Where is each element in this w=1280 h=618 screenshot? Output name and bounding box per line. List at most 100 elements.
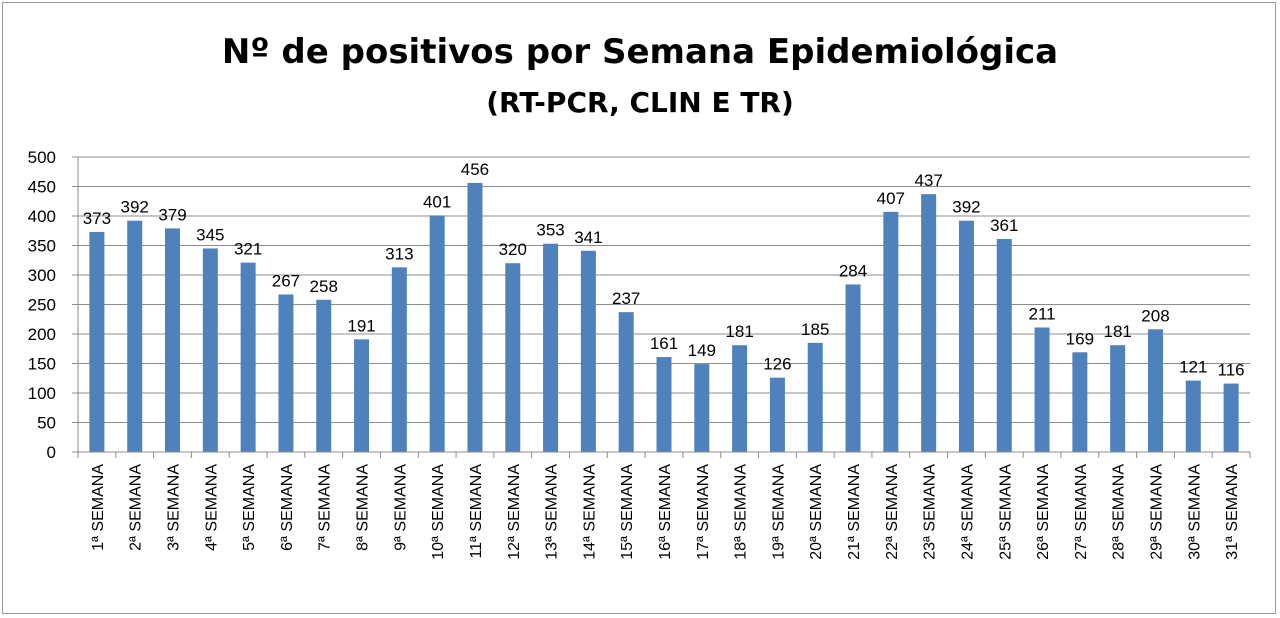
category-label: 19ª SEMANA	[770, 464, 787, 560]
gridlines	[78, 156, 1250, 423]
category-label: 11ª SEMANA	[468, 464, 485, 559]
data-label: 181	[1103, 322, 1131, 341]
category-label: 6ª SEMANA	[279, 464, 296, 551]
bar	[505, 263, 521, 452]
y-tick-label: 200	[28, 325, 56, 344]
data-label: 341	[574, 228, 602, 247]
bar	[580, 250, 596, 452]
category-label: 24ª SEMANA	[959, 464, 976, 560]
bar	[1185, 380, 1201, 452]
bar	[1147, 329, 1163, 452]
bar	[240, 262, 256, 452]
category-label: 17ª SEMANA	[695, 464, 712, 560]
category-label: 15ª SEMANA	[619, 464, 636, 560]
bar	[89, 231, 105, 452]
data-label: 161	[650, 334, 678, 353]
bar	[845, 284, 861, 452]
bar	[1034, 327, 1050, 452]
data-label: 208	[1141, 306, 1169, 325]
category-label: 14ª SEMANA	[581, 464, 598, 560]
bar	[656, 357, 672, 452]
data-label: 407	[877, 189, 905, 208]
category-label: 13ª SEMANA	[544, 464, 561, 560]
category-label: 5ª SEMANA	[241, 464, 258, 551]
bar	[618, 312, 634, 452]
bars	[89, 182, 1239, 453]
data-label: 401	[423, 192, 451, 211]
bar	[391, 267, 407, 452]
data-label: 373	[83, 209, 111, 228]
y-tick-label: 350	[28, 237, 56, 256]
category-label: 26ª SEMANA	[1035, 464, 1052, 560]
category-label: 10ª SEMANA	[430, 464, 447, 560]
data-label: 456	[461, 160, 489, 179]
y-tick-label: 0	[47, 443, 56, 462]
data-label: 392	[952, 198, 980, 217]
bar	[958, 220, 974, 452]
category-label: 16ª SEMANA	[657, 464, 674, 560]
bar	[127, 220, 143, 452]
data-label: 181	[725, 322, 753, 341]
category-label: 18ª SEMANA	[733, 464, 750, 560]
category-label: 4ª SEMANA	[203, 464, 220, 551]
data-label: 313	[385, 244, 413, 263]
category-label: 7ª SEMANA	[317, 464, 334, 551]
data-label: 353	[536, 221, 564, 240]
bar	[165, 228, 181, 452]
y-tick-label: 100	[28, 384, 56, 403]
category-label: 8ª SEMANA	[355, 464, 372, 551]
data-label: 126	[763, 355, 791, 374]
data-label: 185	[801, 320, 829, 339]
category-label: 12ª SEMANA	[506, 464, 523, 560]
data-label: 379	[158, 205, 186, 224]
category-label: 21ª SEMANA	[846, 464, 863, 560]
bar	[694, 364, 710, 452]
y-tick-label: 300	[28, 266, 56, 285]
bar	[429, 215, 445, 452]
bar	[883, 211, 899, 452]
category-label: 2ª SEMANA	[128, 464, 145, 551]
data-label: 437	[914, 171, 942, 190]
bar	[921, 194, 937, 453]
chart-title: Nº de positivos por Semana Epidemiológic…	[222, 32, 1058, 72]
data-label: 169	[1066, 329, 1094, 348]
category-label: 31ª SEMANA	[1224, 464, 1241, 560]
y-tick-label: 400	[28, 207, 56, 226]
data-label: 284	[839, 261, 867, 280]
data-label: 321	[234, 240, 262, 259]
bar	[769, 377, 785, 452]
data-label: 149	[688, 341, 716, 360]
bar	[1072, 352, 1088, 452]
bar	[732, 345, 748, 452]
data-label: 392	[121, 198, 149, 217]
chart-subtitle: (RT-PCR, CLIN E TR)	[486, 86, 794, 119]
y-tick-label: 500	[28, 148, 56, 167]
bar	[543, 243, 559, 452]
bar	[807, 342, 823, 452]
y-tick-label: 450	[28, 178, 56, 197]
x-axis-categories: 1ª SEMANA 2ª SEMANA 3ª SEMANA 4ª SEMANA 5ª S…	[90, 464, 1241, 560]
category-label: 28ª SEMANA	[1111, 464, 1128, 560]
bar	[467, 182, 483, 452]
data-label: 237	[612, 289, 640, 308]
category-label: 27ª SEMANA	[1073, 464, 1090, 560]
category-label: 20ª SEMANA	[808, 464, 825, 560]
y-tick-label: 250	[28, 296, 56, 315]
data-label: 320	[499, 240, 527, 259]
data-label: 116	[1218, 361, 1245, 380]
bar	[278, 294, 294, 452]
data-label: 267	[272, 271, 300, 290]
data-label: 361	[990, 216, 1018, 235]
y-tick-label: 150	[28, 355, 56, 374]
category-label: 22ª SEMANA	[884, 464, 901, 560]
category-label: 1ª SEMANA	[90, 464, 107, 551]
bar	[316, 299, 332, 452]
data-labels: 373 392 379 345 321 267 258 191 313 401 456 320 353 3…	[83, 160, 1245, 380]
category-label: 23ª SEMANA	[922, 464, 939, 560]
category-label: 9ª SEMANA	[392, 464, 409, 551]
y-tick-label: 50	[37, 414, 56, 433]
bar	[1223, 383, 1239, 452]
category-label: 25ª SEMANA	[997, 464, 1014, 560]
bar	[996, 239, 1012, 452]
